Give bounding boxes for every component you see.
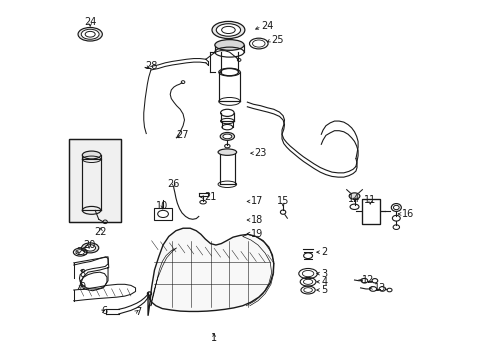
Polygon shape [148,228,273,316]
Text: 26: 26 [167,179,180,189]
Text: 13: 13 [373,283,385,293]
Bar [69,139,121,222]
Ellipse shape [220,132,234,140]
Text: 19: 19 [250,229,263,239]
Ellipse shape [218,149,236,156]
Text: 11: 11 [364,195,376,204]
Text: 14: 14 [347,194,360,203]
Text: 18: 18 [250,215,263,225]
Text: 2: 2 [321,247,327,257]
Text: 12: 12 [361,275,373,285]
Text: 16: 16 [401,209,413,219]
Text: 23: 23 [254,148,266,158]
Ellipse shape [84,245,95,251]
Text: 9: 9 [80,282,85,292]
Ellipse shape [348,193,359,199]
Text: 27: 27 [176,130,188,140]
Text: 24: 24 [261,21,273,31]
Text: 1: 1 [211,333,217,343]
Bar [362,199,379,224]
Ellipse shape [81,29,99,39]
Text: 28: 28 [145,62,157,71]
Text: 17: 17 [250,197,263,206]
Ellipse shape [82,151,101,159]
Bar [69,139,121,222]
Text: 3: 3 [321,269,327,279]
Bar [362,199,379,224]
Ellipse shape [214,40,244,50]
Ellipse shape [216,24,240,36]
Ellipse shape [223,134,231,139]
Text: 21: 21 [204,192,216,202]
Text: 24: 24 [84,17,96,27]
Text: 20: 20 [83,240,95,250]
Text: 4: 4 [321,277,327,287]
Ellipse shape [81,243,99,253]
Text: 22: 22 [95,227,107,237]
Ellipse shape [78,27,102,41]
Text: 25: 25 [271,35,283,45]
Ellipse shape [212,21,244,39]
Text: 7: 7 [135,307,142,317]
Text: 5: 5 [321,285,327,295]
Text: 8: 8 [80,269,85,279]
Text: 10: 10 [156,201,168,211]
Text: 15: 15 [276,197,289,206]
Text: 6: 6 [102,306,107,316]
Text: 25: 25 [76,247,88,257]
Bar [154,208,172,220]
